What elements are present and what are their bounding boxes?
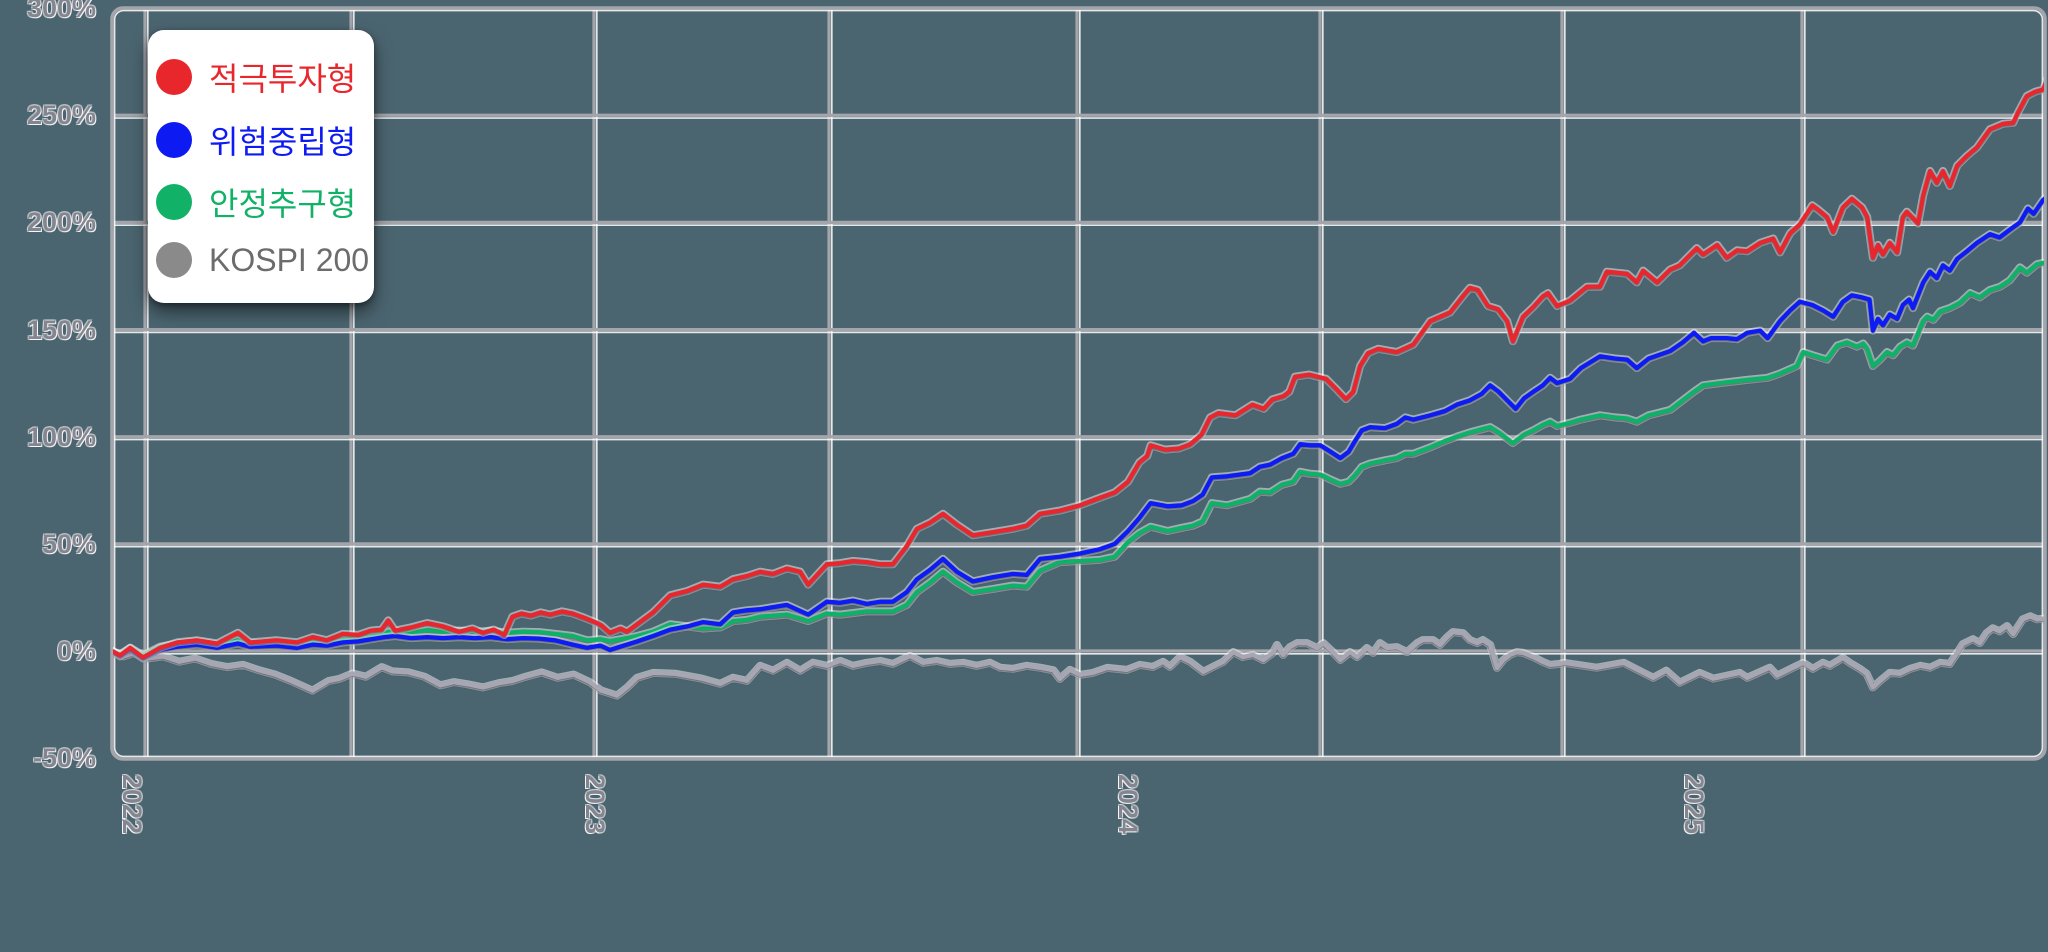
y-axis-label: 300% [26, 0, 96, 24]
y-axis-label: 0% [56, 636, 96, 666]
legend-label-aggressive: 적극투자형 [209, 61, 357, 97]
legend-item-aggressive[interactable]: 적극투자형 [156, 54, 364, 100]
x-axis-label: 2024 [1113, 774, 1143, 835]
line-risk-neutral [113, 194, 2044, 661]
legend-label-stability: 안정추구형 [209, 186, 357, 223]
legend-dot-aggressive [156, 59, 192, 95]
plot-border [110, 6, 2047, 761]
plot-border-highlight [113, 9, 2044, 758]
legend-dot-kospi200 [156, 242, 192, 279]
legend-item-risk-neutral[interactable]: 위험중립형 [156, 117, 364, 163]
x-axis-label: 2025 [1679, 774, 1709, 835]
legend-dot-stability [156, 184, 192, 221]
legend-label-risk-neutral: 위험중립형 [209, 123, 357, 160]
legend-dot-risk-neutral [156, 121, 192, 158]
line-aggressive [113, 76, 2044, 660]
x-axis-label: 2023 [580, 774, 610, 835]
y-axis-label: -50% [32, 743, 96, 774]
y-axis-label: 200% [26, 207, 96, 238]
x-axis-label: 2022 [116, 774, 147, 835]
y-axis-label: 150% [26, 314, 96, 345]
series-lines [113, 74, 2044, 700]
legend-label-kospi200: KOSPI 200 [209, 241, 370, 278]
y-axis-label: 100% [26, 421, 96, 452]
line-kospi200 [113, 614, 2044, 698]
y-axis-label: 50% [41, 528, 96, 559]
y-axis-label: 250% [26, 100, 96, 131]
legend-item-kospi200[interactable]: KOSPI 200 [156, 242, 369, 279]
legend-item-stability[interactable]: 안정추구형 [156, 179, 364, 225]
gridlines [114, 10, 2043, 757]
